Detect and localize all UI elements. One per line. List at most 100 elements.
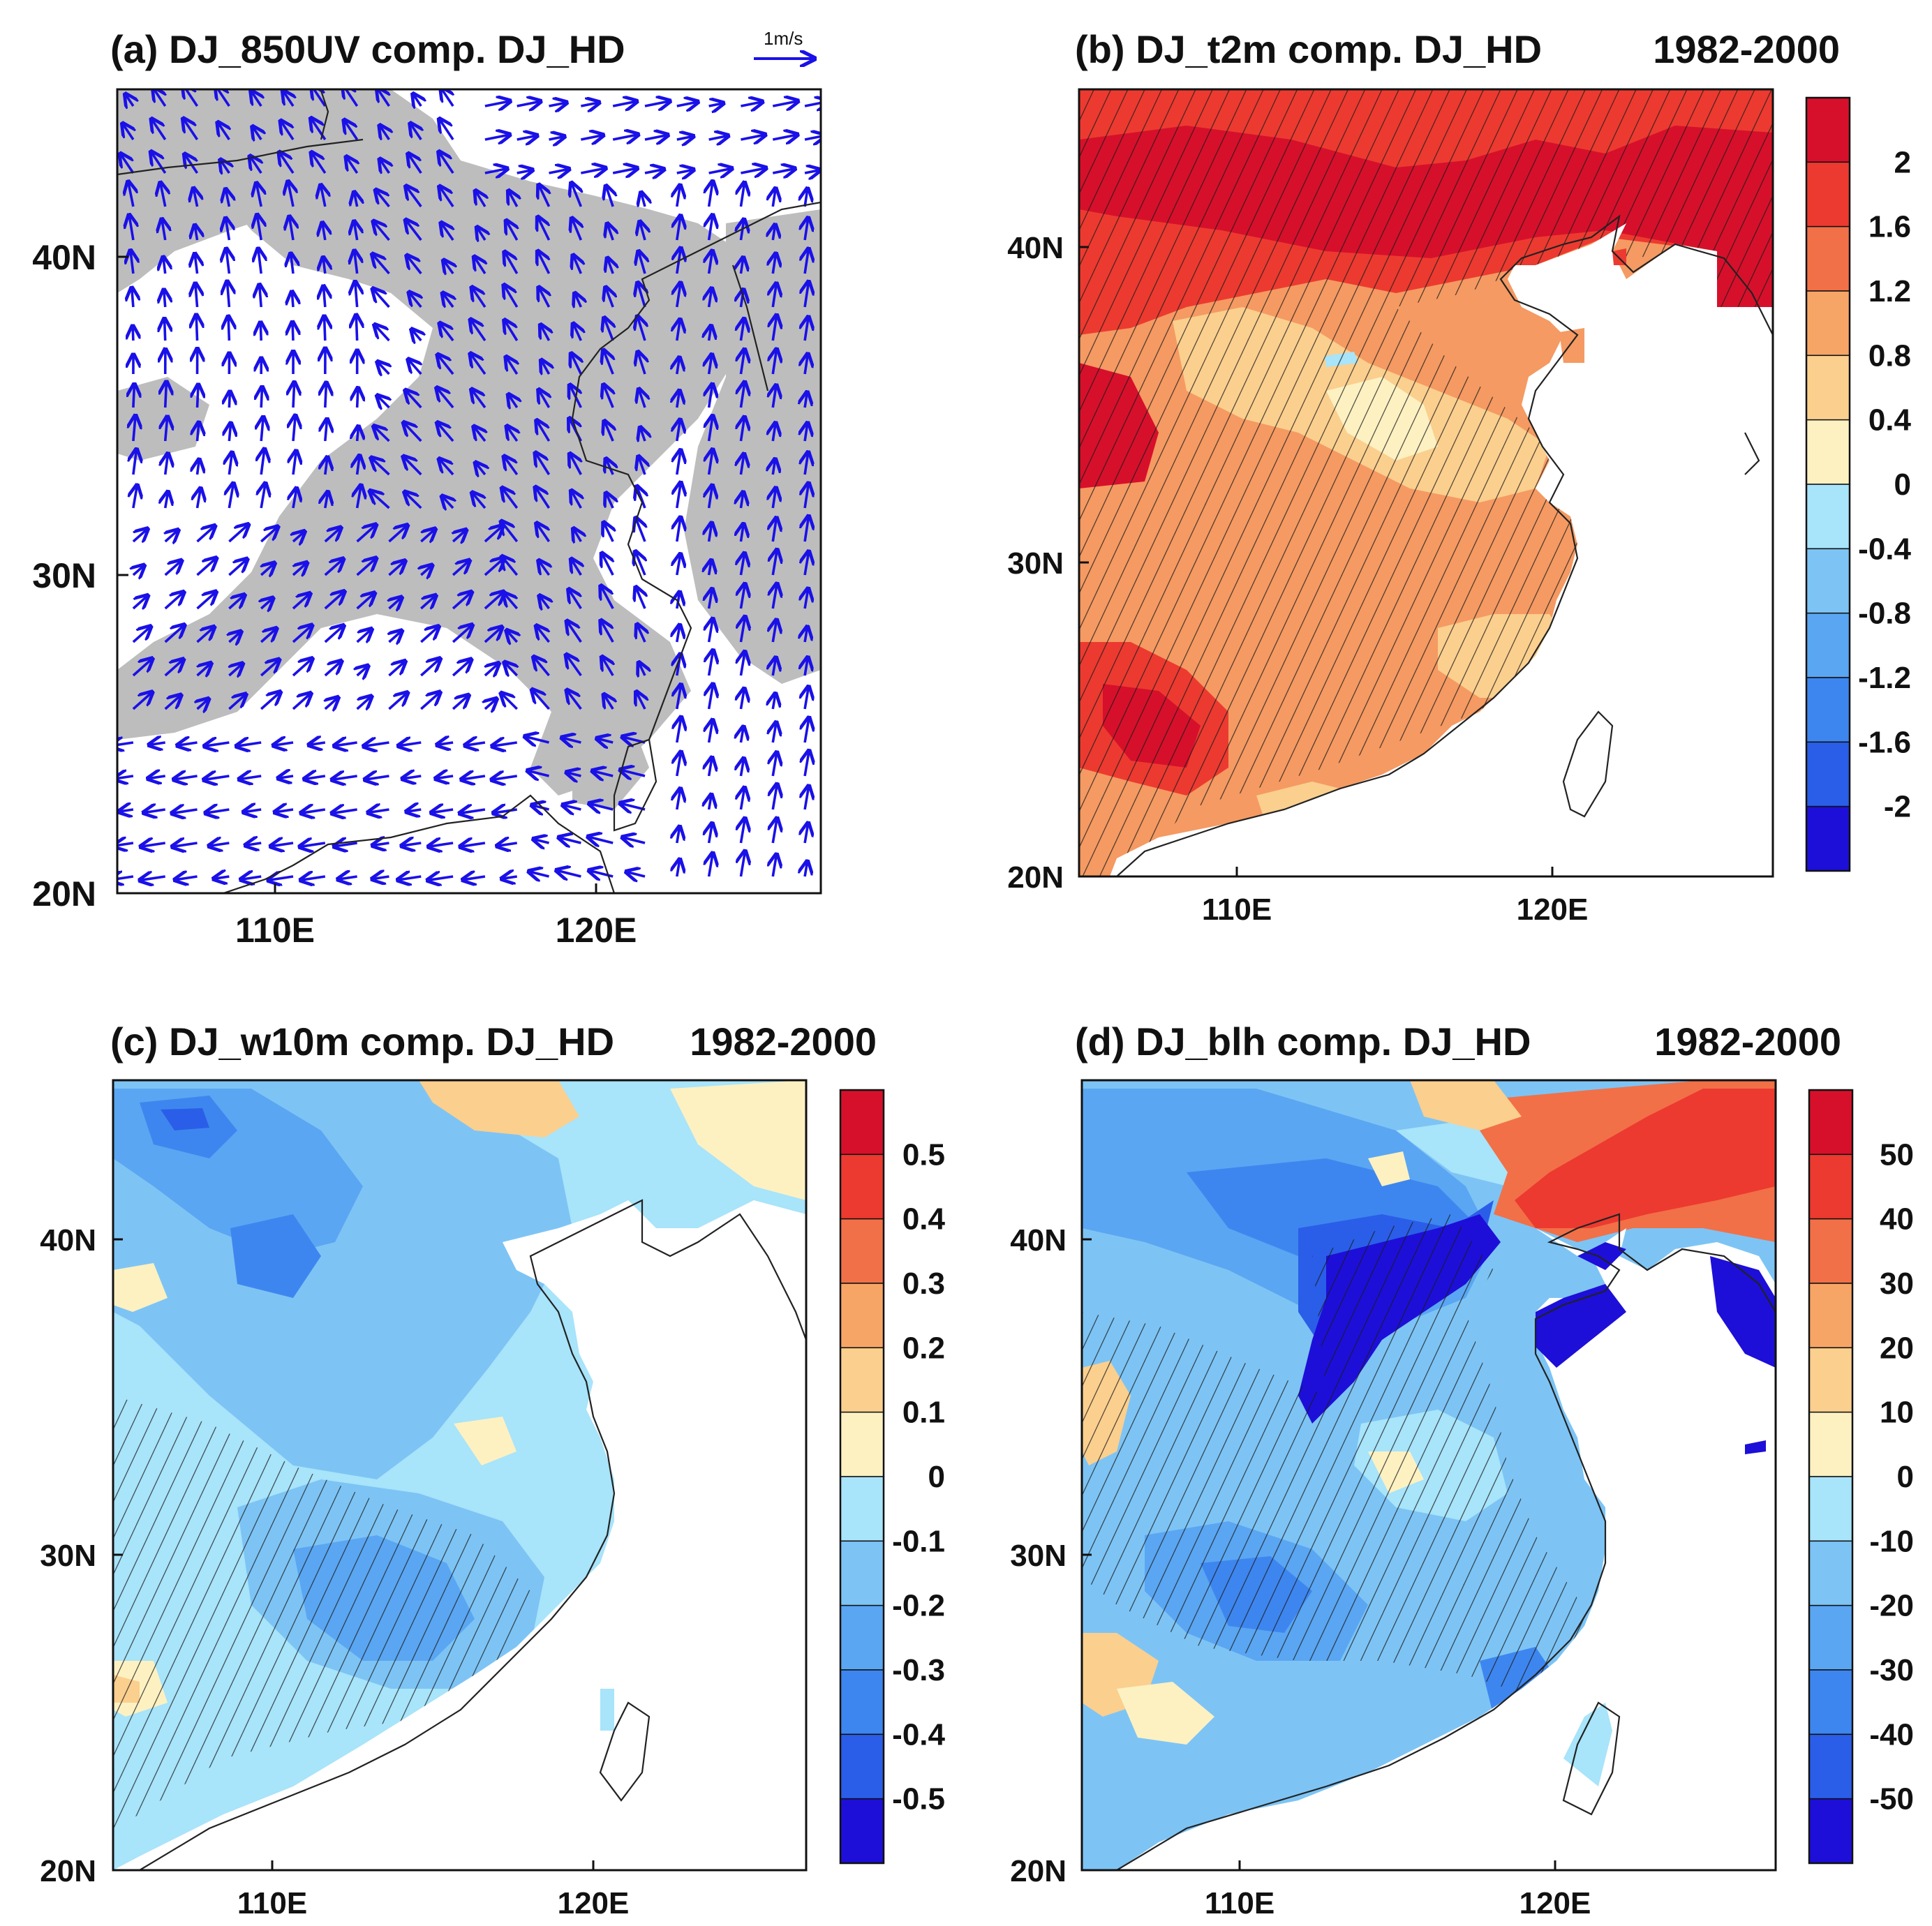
wind-vector <box>321 186 325 207</box>
wind-vector <box>604 351 613 375</box>
panel-c-colorbar: 0.5 0.4 0.3 0.2 0.1 0 -0.1 -0.2 -0.3 -0.4 -0.5 <box>839 1089 946 1865</box>
wind-vector <box>567 655 582 677</box>
wind-vector <box>405 493 422 509</box>
wind-vector <box>420 659 440 677</box>
wind-vector <box>403 457 422 476</box>
wind-vector <box>549 137 564 140</box>
wind-vector <box>637 317 645 341</box>
wind-vector <box>261 388 262 408</box>
wind-vector <box>173 843 198 846</box>
wind-vector <box>741 220 743 241</box>
wind-vector <box>476 191 485 207</box>
wind-vector <box>567 622 582 643</box>
wind-vector <box>557 870 581 876</box>
wind-vector <box>805 517 808 542</box>
colorbar-label: -40 <box>1869 1717 1914 1752</box>
wind-vector <box>472 390 486 409</box>
panel-b-ytick-30n: 30N <box>1007 546 1064 581</box>
wind-vector <box>149 742 165 745</box>
wind-vector <box>132 529 147 542</box>
wind-vector <box>185 154 199 174</box>
wind-vector <box>606 459 613 475</box>
panel-c-contours <box>113 1080 806 1870</box>
wind-vector <box>261 563 274 575</box>
wind-vector <box>366 776 389 779</box>
wind-vector <box>378 396 389 408</box>
wind-vector <box>574 324 581 341</box>
wind-vector <box>420 596 435 609</box>
wind-vector <box>677 827 680 844</box>
wind-vector <box>325 493 328 509</box>
wind-vector <box>636 588 645 609</box>
wind-vector <box>506 357 517 375</box>
wind-vector <box>741 382 744 408</box>
wind-vector <box>229 484 233 509</box>
colorbar-box <box>1808 1283 1853 1349</box>
colorbar-label: 1.2 <box>1868 274 1911 308</box>
wind-vector <box>517 170 532 173</box>
wind-vector <box>638 283 645 308</box>
wind-vector <box>539 186 549 207</box>
wind-vector <box>312 153 327 174</box>
colorbar-box <box>1806 741 1850 807</box>
wind-vector <box>474 427 485 442</box>
wind-vector <box>773 386 776 408</box>
wind-vector <box>261 449 265 475</box>
wind-vector <box>509 191 517 207</box>
wind-vector <box>406 186 422 208</box>
wind-vector <box>644 135 667 140</box>
wind-vector <box>741 759 743 777</box>
wind-vector <box>534 657 550 677</box>
wind-vector <box>165 417 168 442</box>
wind-vector <box>443 497 453 508</box>
wind-vector <box>741 454 743 475</box>
wind-vector <box>539 561 549 576</box>
wind-vector <box>709 561 711 576</box>
wind-vector <box>132 596 147 609</box>
wind-vector <box>537 421 551 442</box>
colorbar-label: 10 <box>1880 1396 1914 1430</box>
wind-vector <box>741 135 764 140</box>
panel-b-contours <box>1079 89 1773 876</box>
wind-vector <box>773 460 775 475</box>
colorbar-label: -0.5 <box>892 1782 945 1816</box>
wind-vector <box>636 552 645 576</box>
colorbar-box <box>1806 419 1850 485</box>
wind-vector <box>324 626 343 643</box>
wind-vector <box>440 324 454 342</box>
panel-b-title: (b) DJ_t2m comp. DJ_HD <box>1075 27 1542 71</box>
wind-vector <box>260 323 261 341</box>
wind-vector <box>709 417 713 442</box>
panel-d-xtick-110e: 110E <box>1205 1886 1275 1920</box>
colorbar-box <box>840 1669 884 1735</box>
wind-vector <box>517 135 537 140</box>
wind-vector <box>413 94 421 106</box>
colorbar-label: 0 <box>928 1460 945 1494</box>
wind-vector <box>144 809 165 813</box>
wind-vector <box>773 584 777 609</box>
wind-vector <box>257 216 261 241</box>
wind-vector <box>741 554 744 576</box>
wind-vector <box>269 876 294 880</box>
wind-vector <box>260 285 261 308</box>
panel-b-frame <box>1078 88 1774 878</box>
wind-vector <box>292 626 311 643</box>
wind-vector <box>708 136 728 140</box>
wind-vector <box>439 152 454 174</box>
colorbar-label: 0 <box>1897 1460 1914 1494</box>
wind-vector <box>242 876 262 879</box>
wind-vector <box>505 663 517 675</box>
wind-vector <box>229 632 240 642</box>
wind-vector <box>542 361 549 374</box>
wind-vector <box>420 529 435 542</box>
panel-a-frame <box>116 88 822 895</box>
wind-vector <box>462 776 486 779</box>
wind-vector <box>677 420 680 442</box>
wind-vector <box>288 182 293 207</box>
wind-vector <box>677 283 681 308</box>
panel-d-xtick-120e: 120E <box>1519 1886 1591 1920</box>
wind-vector <box>165 493 168 509</box>
wind-vector <box>292 594 310 610</box>
wind-vector <box>677 752 681 777</box>
wind-vector <box>505 457 519 476</box>
